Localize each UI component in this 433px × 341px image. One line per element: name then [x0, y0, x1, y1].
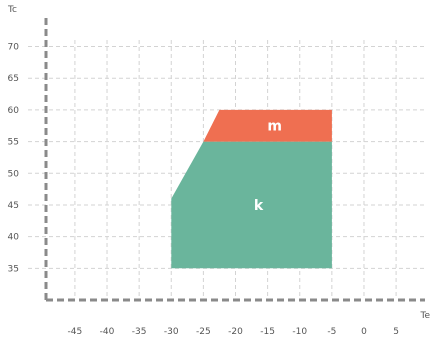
y-tick-label: 35 — [8, 264, 19, 274]
x-tick-label: 5 — [393, 327, 399, 337]
x-tick-label: -40 — [100, 327, 115, 337]
x-tick-label: -10 — [292, 327, 307, 337]
y-tick-labels: 35 40 45 50 55 60 65 70 — [8, 43, 20, 275]
x-tick-label: -15 — [260, 327, 275, 337]
y-tick-label: 55 — [8, 138, 19, 148]
x-tick-label: -25 — [196, 327, 211, 337]
region-m — [203, 109, 332, 142]
y-tick-label: 70 — [8, 43, 20, 53]
x-tick-labels: -45 -40 -35 -30 -25 -20 -15 -10 -5 0 5 — [68, 327, 399, 337]
x-tick-label: -30 — [164, 327, 179, 337]
region-label-k: k — [254, 198, 264, 214]
x-tick-label: -45 — [68, 327, 83, 337]
y-tick-label: 65 — [8, 74, 19, 84]
axes — [44, 18, 425, 302]
x-axis-title: Te — [419, 311, 430, 321]
x-tick-label: -5 — [327, 327, 336, 337]
x-tick-label: -20 — [228, 327, 243, 337]
y-tick-label: 50 — [8, 169, 20, 179]
x-tick-label: -35 — [132, 327, 147, 337]
operating-regions: km — [171, 109, 332, 269]
y-axis-title: Tc — [7, 5, 17, 15]
region-label-m: m — [267, 119, 282, 135]
region-k — [171, 141, 332, 269]
x-tick-label: 0 — [361, 327, 367, 337]
y-tick-label: 45 — [8, 201, 19, 211]
y-tick-label: 60 — [8, 106, 20, 116]
y-tick-label: 40 — [8, 233, 20, 243]
